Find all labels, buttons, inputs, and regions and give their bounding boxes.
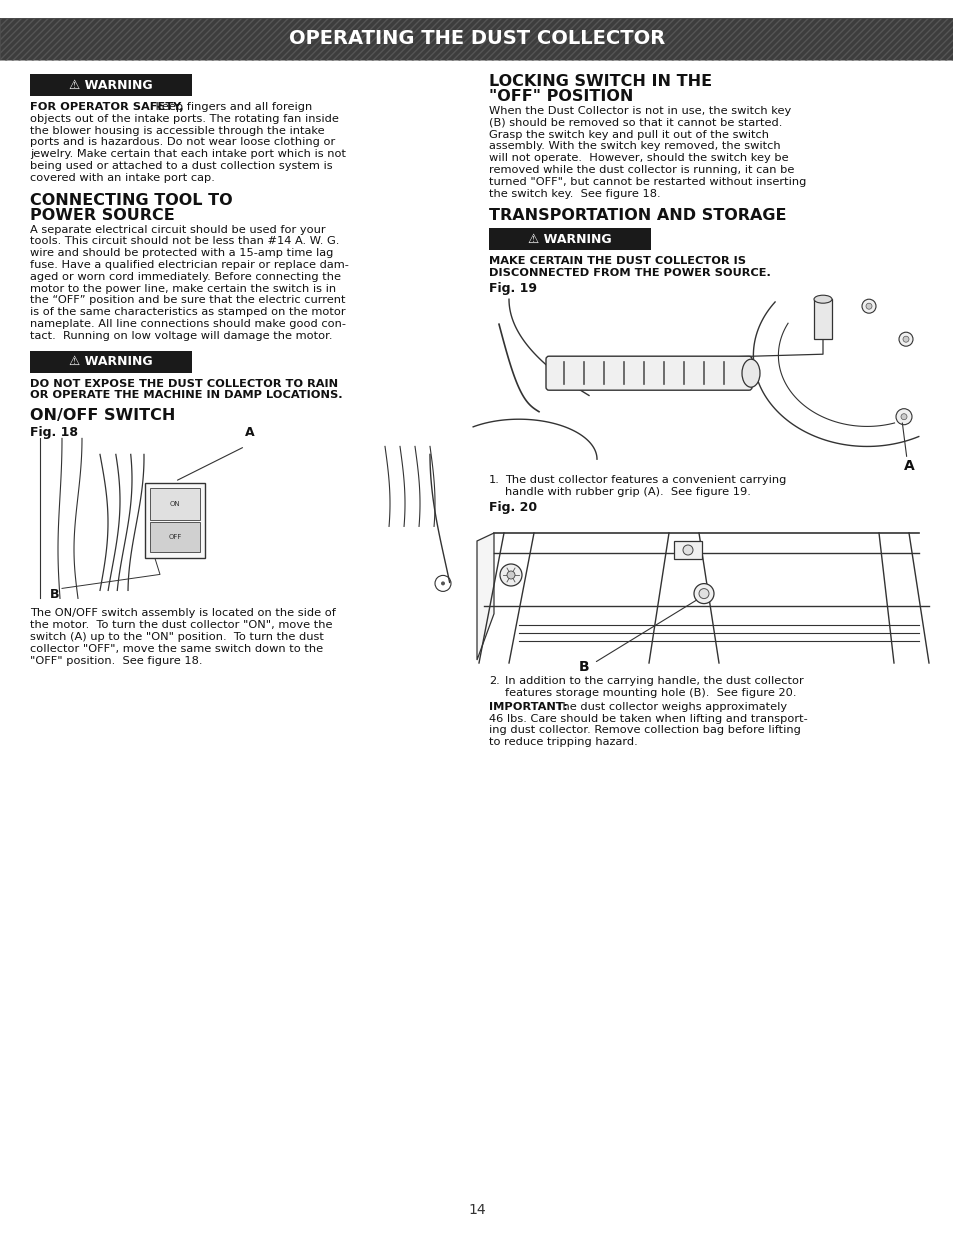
Text: the blower housing is accessible through the intake: the blower housing is accessible through… <box>30 126 324 136</box>
Text: FOR OPERATOR SAFETY,: FOR OPERATOR SAFETY, <box>30 103 184 112</box>
FancyBboxPatch shape <box>545 356 751 390</box>
Text: LOCKING SWITCH IN THE: LOCKING SWITCH IN THE <box>489 74 711 89</box>
Text: objects out of the intake ports. The rotating fan inside: objects out of the intake ports. The rot… <box>30 114 338 124</box>
Text: ⚠ WARNING: ⚠ WARNING <box>528 233 611 246</box>
Text: CONNECTING TOOL TO: CONNECTING TOOL TO <box>30 193 233 207</box>
Text: 1.: 1. <box>489 475 499 485</box>
Text: Grasp the switch key and pull it out of the switch: Grasp the switch key and pull it out of … <box>489 130 768 140</box>
Text: "OFF" POSITION: "OFF" POSITION <box>489 89 633 104</box>
Text: DISCONNECTED FROM THE POWER SOURCE.: DISCONNECTED FROM THE POWER SOURCE. <box>489 268 770 278</box>
Circle shape <box>895 409 911 425</box>
Ellipse shape <box>741 359 760 388</box>
Text: Fig. 19: Fig. 19 <box>489 283 537 295</box>
Text: B: B <box>578 659 589 674</box>
Text: The ON/OFF switch assembly is located on the side of: The ON/OFF switch assembly is located on… <box>30 609 335 619</box>
Circle shape <box>440 582 444 585</box>
Text: nameplate. All line connections should make good con-: nameplate. All line connections should m… <box>30 319 346 329</box>
Text: turned "OFF", but cannot be restarted without inserting: turned "OFF", but cannot be restarted wi… <box>489 177 805 186</box>
Bar <box>813 299 831 340</box>
Text: TRANSPORTATION AND STORAGE: TRANSPORTATION AND STORAGE <box>489 209 785 224</box>
Text: In addition to the carrying handle, the dust collector: In addition to the carrying handle, the … <box>504 676 803 685</box>
Bar <box>30 74 192 96</box>
Text: the motor.  To turn the dust collector "ON", move the: the motor. To turn the dust collector "O… <box>30 620 333 630</box>
Bar <box>0 19 953 61</box>
Text: Fig. 20: Fig. 20 <box>489 501 537 514</box>
Bar <box>0 19 953 61</box>
Text: motor to the power line, make certain the switch is in: motor to the power line, make certain th… <box>30 284 335 294</box>
Text: A: A <box>245 426 254 440</box>
Text: the “OFF” position and be sure that the electric current: the “OFF” position and be sure that the … <box>30 295 345 305</box>
Bar <box>30 351 192 373</box>
Text: switch (A) up to the "ON" position.  To turn the dust: switch (A) up to the "ON" position. To t… <box>30 632 323 642</box>
Text: ⚠ WARNING: ⚠ WARNING <box>70 79 152 91</box>
Text: A separate electrical circuit should be used for your: A separate electrical circuit should be … <box>30 225 325 235</box>
Text: (B) should be removed so that it cannot be started.: (B) should be removed so that it cannot … <box>489 117 781 127</box>
Text: OPERATING THE DUST COLLECTOR: OPERATING THE DUST COLLECTOR <box>289 30 664 48</box>
Text: the switch key.  See figure 18.: the switch key. See figure 18. <box>489 189 659 199</box>
Text: OR OPERATE THE MACHINE IN DAMP LOCATIONS.: OR OPERATE THE MACHINE IN DAMP LOCATIONS… <box>30 390 342 400</box>
Text: collector "OFF", move the same switch down to the: collector "OFF", move the same switch do… <box>30 643 323 653</box>
Text: tools. This circuit should not be less than #14 A. W. G.: tools. This circuit should not be less t… <box>30 236 339 247</box>
Bar <box>145 483 205 558</box>
Text: fuse. Have a qualified electrician repair or replace dam-: fuse. Have a qualified electrician repai… <box>30 261 349 270</box>
Bar <box>150 522 200 552</box>
Text: features storage mounting hole (B).  See figure 20.: features storage mounting hole (B). See … <box>504 688 796 698</box>
Text: "OFF" position.  See figure 18.: "OFF" position. See figure 18. <box>30 656 202 666</box>
Text: The dust collector features a convenient carrying: The dust collector features a convenient… <box>504 475 785 485</box>
Circle shape <box>699 589 708 599</box>
Text: aged or worn cord immediately. Before connecting the: aged or worn cord immediately. Before co… <box>30 272 340 282</box>
Circle shape <box>682 545 692 555</box>
Text: MAKE CERTAIN THE DUST COLLECTOR IS: MAKE CERTAIN THE DUST COLLECTOR IS <box>489 257 745 267</box>
Text: 2.: 2. <box>489 676 499 685</box>
Text: 46 lbs. Care should be taken when lifting and transport-: 46 lbs. Care should be taken when liftin… <box>489 714 807 724</box>
Text: When the Dust Collector is not in use, the switch key: When the Dust Collector is not in use, t… <box>489 106 790 116</box>
Bar <box>673 541 701 559</box>
Text: OFF: OFF <box>168 535 181 541</box>
Text: B: B <box>50 588 59 601</box>
Circle shape <box>499 564 521 585</box>
Text: jewelry. Make certain that each intake port which is not: jewelry. Make certain that each intake p… <box>30 149 346 159</box>
Text: ing dust collector. Remove collection bag before lifting: ing dust collector. Remove collection ba… <box>489 725 800 735</box>
Ellipse shape <box>813 295 831 304</box>
Circle shape <box>898 332 912 346</box>
Text: handle with rubber grip (A).  See figure 19.: handle with rubber grip (A). See figure … <box>504 487 750 496</box>
Text: ON/OFF SWITCH: ON/OFF SWITCH <box>30 409 175 424</box>
Text: is of the same characteristics as stamped on the motor: is of the same characteristics as stampe… <box>30 308 345 317</box>
Text: DO NOT EXPOSE THE DUST COLLECTOR TO RAIN: DO NOT EXPOSE THE DUST COLLECTOR TO RAIN <box>30 379 337 389</box>
Text: wire and should be protected with a 15-amp time lag: wire and should be protected with a 15-a… <box>30 248 333 258</box>
Text: IMPORTANT:: IMPORTANT: <box>489 701 567 711</box>
Bar <box>489 228 650 251</box>
Text: The dust collector weighs approximately: The dust collector weighs approximately <box>552 701 786 711</box>
Text: ports and is hazardous. Do not wear loose clothing or: ports and is hazardous. Do not wear loos… <box>30 137 335 147</box>
Circle shape <box>902 336 908 342</box>
Text: tact.  Running on low voltage will damage the motor.: tact. Running on low voltage will damage… <box>30 331 333 341</box>
Bar <box>150 488 200 520</box>
Text: A: A <box>903 459 914 473</box>
Circle shape <box>862 299 875 314</box>
Text: removed while the dust collector is running, it can be: removed while the dust collector is runn… <box>489 165 794 175</box>
Circle shape <box>900 414 906 420</box>
Text: being used or attached to a dust collection system is: being used or attached to a dust collect… <box>30 161 333 170</box>
Circle shape <box>506 571 515 579</box>
Text: ON: ON <box>170 501 180 508</box>
Text: to reduce tripping hazard.: to reduce tripping hazard. <box>489 737 638 747</box>
Text: keep fingers and all foreign: keep fingers and all foreign <box>152 103 312 112</box>
Text: covered with an intake port cap.: covered with an intake port cap. <box>30 173 214 183</box>
Text: ⚠ WARNING: ⚠ WARNING <box>70 356 152 368</box>
Circle shape <box>865 304 871 309</box>
Text: will not operate.  However, should the switch key be: will not operate. However, should the sw… <box>489 153 788 163</box>
Polygon shape <box>476 534 494 659</box>
Text: assembly. With the switch key removed, the switch: assembly. With the switch key removed, t… <box>489 141 780 152</box>
Text: Fig. 18: Fig. 18 <box>30 426 78 440</box>
Text: 14: 14 <box>468 1203 485 1216</box>
Circle shape <box>693 584 713 604</box>
Text: POWER SOURCE: POWER SOURCE <box>30 207 174 222</box>
